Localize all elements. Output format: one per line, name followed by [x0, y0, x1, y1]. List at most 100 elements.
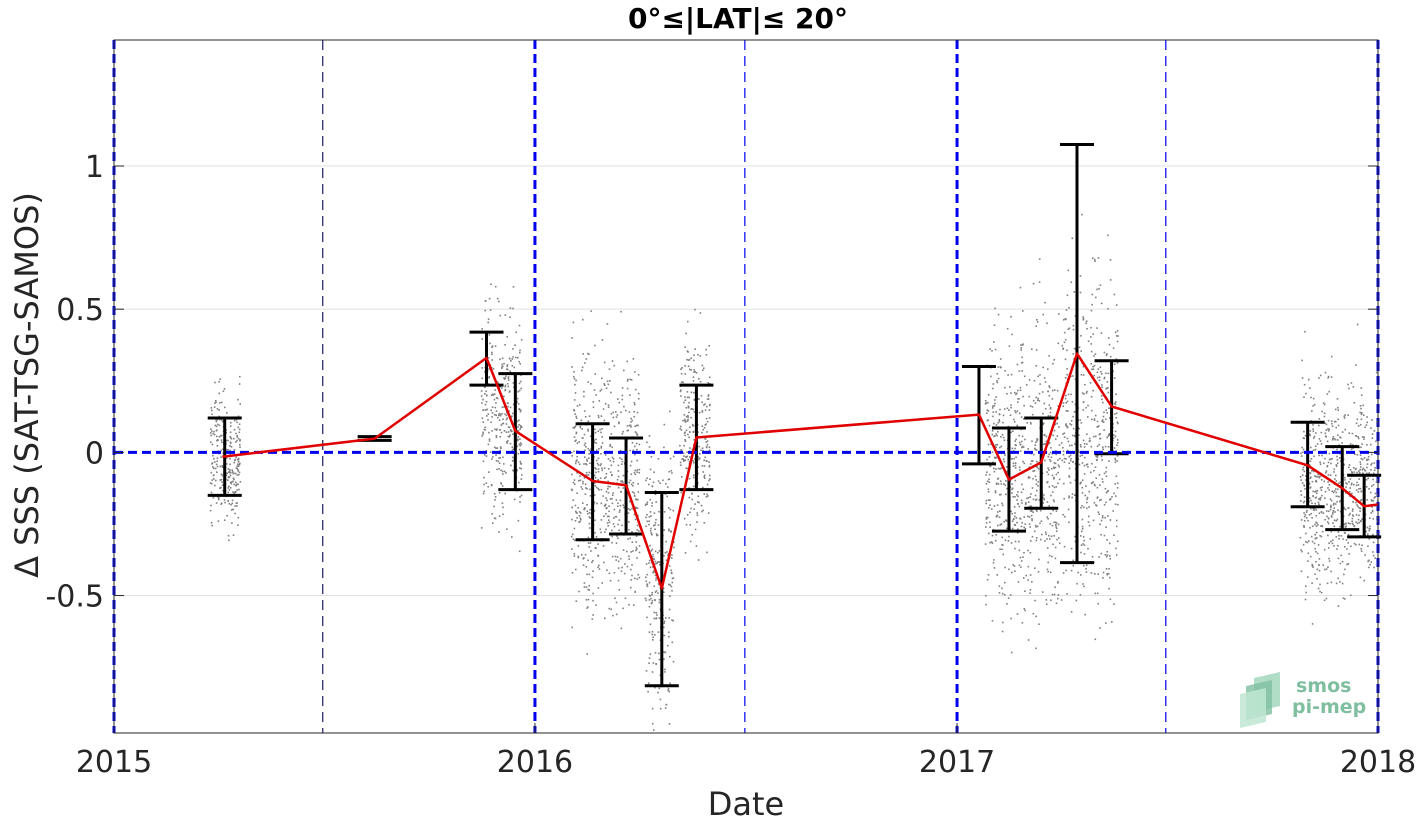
- data-point: [1311, 502, 1313, 504]
- data-point: [1048, 469, 1050, 471]
- data-point: [586, 460, 589, 462]
- data-point: [519, 460, 522, 463]
- data-point: [689, 447, 691, 449]
- data-point: [1308, 483, 1311, 485]
- data-point: [1361, 544, 1363, 547]
- data-point: [1027, 501, 1030, 503]
- data-point: [229, 463, 231, 466]
- data-point: [237, 398, 239, 401]
- data-point: [516, 440, 519, 442]
- data-point: [499, 413, 502, 416]
- data-point: [691, 423, 694, 426]
- data-point: [1300, 479, 1302, 481]
- data-point: [998, 592, 1001, 594]
- data-point: [1000, 436, 1002, 438]
- data-point: [496, 468, 498, 471]
- data-point: [700, 449, 702, 451]
- data-point: [491, 353, 493, 356]
- data-point: [1038, 392, 1041, 395]
- data-point: [1113, 434, 1115, 436]
- data-point: [663, 620, 666, 623]
- data-point: [604, 617, 606, 620]
- data-point: [655, 577, 657, 579]
- data-point: [1330, 499, 1333, 502]
- data-point: [585, 487, 587, 489]
- data-point: [653, 617, 655, 620]
- data-point: [1096, 327, 1098, 329]
- data-point: [1002, 553, 1004, 556]
- data-point: [213, 478, 215, 480]
- data-point: [573, 371, 575, 373]
- data-point: [703, 367, 705, 369]
- data-point: [1359, 499, 1362, 502]
- data-point: [217, 423, 219, 426]
- data-point: [1104, 554, 1107, 556]
- data-point: [1070, 424, 1073, 426]
- data-point: [504, 388, 507, 391]
- data-point: [1072, 559, 1074, 562]
- data-point: [667, 554, 669, 557]
- data-point: [1359, 454, 1362, 456]
- data-point: [1023, 418, 1025, 420]
- data-point: [1345, 482, 1347, 484]
- data-point: [229, 436, 232, 439]
- data-point: [583, 582, 586, 584]
- data-point: [631, 541, 634, 543]
- data-point: [684, 440, 687, 442]
- data-point: [680, 429, 683, 431]
- data-point: [665, 540, 667, 543]
- data-point: [634, 469, 637, 472]
- data-point: [663, 634, 666, 637]
- data-point: [644, 504, 647, 506]
- data-point: [509, 316, 511, 318]
- data-point: [672, 577, 675, 579]
- data-point: [1324, 422, 1327, 425]
- data-point: [654, 652, 657, 654]
- data-point: [648, 523, 650, 526]
- data-point: [1107, 572, 1110, 575]
- data-point: [1372, 499, 1375, 502]
- data-point: [1036, 438, 1039, 441]
- data-point: [1011, 447, 1014, 450]
- data-point: [505, 431, 508, 433]
- data-point: [511, 415, 513, 417]
- data-point: [663, 446, 665, 449]
- data-point: [1093, 502, 1096, 504]
- data-point: [993, 567, 996, 569]
- data-point: [638, 530, 640, 532]
- data-point: [1023, 375, 1026, 378]
- data-point: [985, 499, 988, 502]
- data-point: [236, 421, 238, 424]
- data-point: [1012, 465, 1015, 467]
- data-point: [231, 481, 233, 483]
- data-point: [1034, 402, 1037, 404]
- data-point: [1313, 435, 1316, 438]
- data-point: [500, 387, 503, 389]
- data-point: [651, 599, 654, 602]
- data-point: [993, 559, 995, 561]
- data-point: [686, 420, 689, 422]
- data-point: [493, 505, 495, 508]
- data-point: [229, 425, 232, 427]
- data-point: [595, 604, 597, 606]
- data-point: [573, 408, 575, 411]
- data-point: [687, 359, 690, 361]
- data-point: [652, 481, 655, 484]
- data-point: [701, 465, 704, 467]
- data-point: [221, 466, 224, 469]
- data-point: [708, 345, 710, 347]
- data-point: [1316, 443, 1319, 445]
- data-point: [1092, 333, 1095, 335]
- data-point: [1107, 391, 1110, 394]
- data-point: [1358, 450, 1361, 453]
- data-point: [705, 496, 708, 498]
- data-point: [1029, 405, 1032, 407]
- data-point: [663, 554, 665, 557]
- data-point: [999, 524, 1001, 526]
- data-point: [1316, 489, 1319, 492]
- data-point: [1358, 470, 1360, 472]
- data-point: [593, 494, 596, 496]
- data-point: [232, 491, 234, 493]
- data-point: [695, 372, 698, 374]
- data-point: [1049, 415, 1052, 417]
